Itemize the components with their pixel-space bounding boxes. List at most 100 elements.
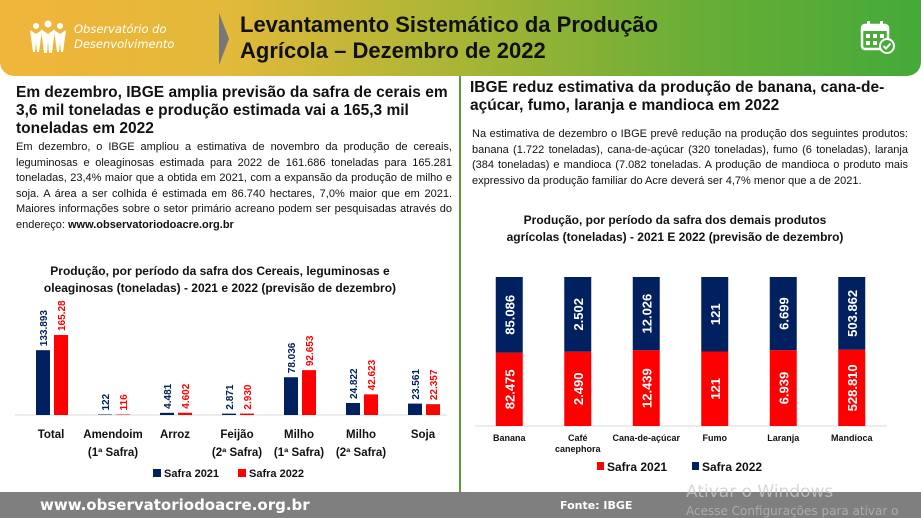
chart1-bar [284,377,298,415]
chart1-category-label: Total [38,429,65,441]
chart2-data-label: 6.699 [776,297,791,330]
chart1-data-label: 22.357 [429,369,440,400]
chart2-category-label: canephora [555,444,602,454]
chart2-legend-label: Safra 2021 [607,460,667,474]
title-line2: Agrícola – Dezembro de 2022 [240,38,546,63]
chart1-bar [116,414,130,415]
header-banner: Observatório do Desenvolvimento Levantame… [0,0,921,76]
footer-url[interactable]: www.observatoriodoacre.org.br [40,496,310,514]
chart1-category-label: (2ª Safra) [336,447,386,459]
chart1-legend-label: Safra 2021 [164,468,219,480]
chart1-data-label: 42.623 [367,359,378,390]
people-logo-icon [30,20,66,53]
chart2-bar-segment [564,351,592,426]
chart2-legend-swatch [692,462,699,470]
chart1-bar [364,394,378,415]
chart2-category-label: Café [568,433,588,443]
chart1-data-label: 2.930 [243,384,254,409]
logo: Observatório do Desenvolvimento [28,20,174,54]
chart1-bar [302,370,316,415]
chart1-category-label: (2ª Safra) [212,447,262,459]
footer-source: Fonte: IBGE [560,499,633,512]
chart1-legend-label: Safra 2022 [249,468,304,480]
chart1-cereais: 133.893 165.281 Total 122 116 Amendoim (1ª Saf… [15,300,447,480]
chart1-category-label: Soja [411,429,436,441]
chart1-bar [240,413,254,415]
windows-watermark: Ativar o Windows [686,482,834,502]
right-headline: IBGE reduz estimativa da produção de ban… [470,79,885,114]
chart2-title: Produção, por período da safra dos demai… [506,213,844,244]
chart1-category-label: (1ª Safra) [88,447,138,459]
chart2-bar-segment [838,277,866,350]
chart1-category-label: Amendoim [83,429,142,441]
page-title: Levantamento Sistemático da Produção Agrí… [240,12,658,64]
chart1-title: Produção, por período da safra dos Cerea… [43,264,397,295]
chart2-category-label: Laranja [767,433,800,443]
chart2-data-label: 2.502 [571,298,586,331]
chart2-category-label: Mandioca [831,433,874,443]
windows-watermark-sub: Acesse Configurações para ativar o [686,504,899,518]
chart1-bar [346,402,360,415]
left-body: Em dezembro, o IBGE ampliou a estimativa… [16,140,452,233]
left-body-text: Em dezembro, o IBGE ampliou a estimativa… [16,141,452,231]
chart1-bar [426,404,440,415]
chart2-data-label: 12.439 [639,368,654,408]
chart1-data-label: 122 [101,393,112,410]
chart1-data-label: 133.893 [39,310,50,347]
chart1-category-label: (1ª Safra) [274,447,324,459]
chart1-category-label: Milho [346,429,376,441]
calendar-check-icon [860,21,895,54]
chart2-data-label: 82.475 [502,369,517,409]
chart2-bar-segment [701,277,729,352]
footer-bar: www.observatoriodoacre.org.br Fonte: IBG… [0,492,921,518]
chart1-category-label: Milho [284,429,314,441]
chart2-bar-segment [769,350,797,426]
chart2-legend-swatch [597,462,604,470]
chart2-data-label: 6.939 [776,372,791,405]
chart1-category-label: Arroz [160,429,190,441]
chart2-data-label: 528.810 [845,364,860,411]
left-headline: Em dezembro, IBGE amplia previsão da saf… [16,84,448,137]
chart2-bar-segment [632,350,660,426]
chart1-legend-swatch [153,469,161,477]
chart1-data-label: 78.036 [287,342,298,373]
chart2-data-label: 121 [708,303,723,325]
chart1-data-label: 23.561 [411,369,422,400]
chart2-demais-produtos: 82.475 85.086 Banana 2.490 2.502 Cafécanephor… [475,277,887,474]
chart1-data-label: 4.602 [181,383,192,408]
logo-line1: Observatório do [74,22,167,36]
chart2-data-label: 503.862 [845,290,860,337]
chart2-bar-segment [701,351,729,426]
chart1-bar [98,414,112,415]
chart2-category-label: Fumo [703,433,728,443]
chart2-bar-segment [769,277,797,351]
title-line1: Levantamento Sistemático da Produção [240,12,659,37]
column-divider [459,76,461,492]
chart1-data-label: 92.653 [305,335,316,366]
body-link[interactable]: www.observatoriodoacre.org.br [67,218,234,231]
chart1-data-label: 4.481 [163,383,174,408]
chart2-bar-segment [495,352,523,426]
chart1-data-label: 116 [119,394,130,411]
chart1-category-label: Feijão [220,429,253,441]
chart2-category-label: Banana [493,433,527,443]
chart2-data-label: 12.026 [639,294,654,334]
chart1-bar [178,412,192,415]
chart2-legend-label: Safra 2022 [702,460,762,474]
arrow-icon [219,13,229,65]
chart2-data-label: 121 [708,378,723,400]
chart2-bar-segment [564,277,592,352]
chart2-bar-segment [838,349,866,426]
logo-line2: Desenvolvimento [74,37,175,51]
right-body: Na estimativa de dezembro o IBGE prevê r… [472,128,908,187]
chart2-bar-segment [632,277,660,351]
chart1-data-label: 165.281 [57,300,68,331]
chart1-bar [160,412,174,415]
chart1-data-label: 2.871 [225,384,236,409]
chart1-data-label: 24.822 [349,368,360,399]
chart2-data-label: 85.086 [502,295,517,335]
chart1-bar [36,350,50,415]
chart2-bar-segment [495,277,523,353]
chart1-bar [222,413,236,415]
chart2-data-label: 2.490 [571,373,586,406]
